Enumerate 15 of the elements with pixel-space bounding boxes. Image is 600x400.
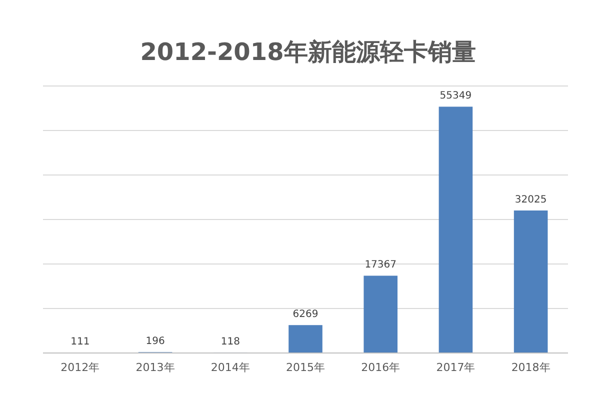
chart-title: 2012-2018年新能源轻卡销量 [140, 38, 476, 66]
x-tick-label: 2017年 [436, 361, 476, 374]
data-label: 32025 [514, 194, 547, 206]
data-label: 196 [146, 336, 165, 348]
data-label: 111 [70, 336, 90, 348]
x-tick-label: 2013年 [136, 361, 175, 374]
data-label: 6269 [292, 309, 318, 320]
data-label: 17367 [364, 260, 397, 271]
x-tick-label: 2016年 [361, 361, 400, 374]
x-tick-label: 2015年 [286, 361, 325, 374]
x-tick-label: 2012年 [60, 361, 100, 374]
x-tick-label: 2014年 [210, 361, 250, 374]
data-label: 118 [220, 336, 240, 348]
data-label: 55349 [440, 90, 472, 102]
x-tick-label: 2018年 [511, 361, 550, 374]
